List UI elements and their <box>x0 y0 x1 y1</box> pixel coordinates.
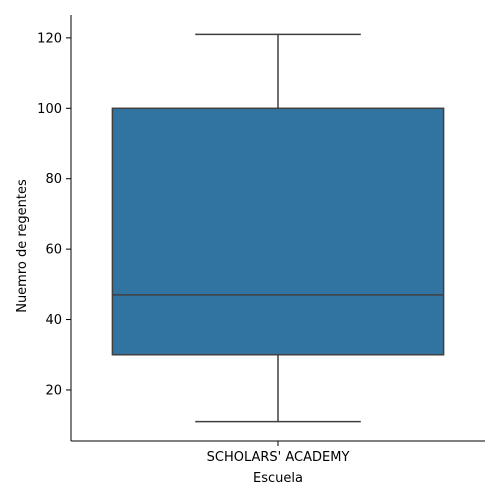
x-tick-label: SCHOLARS' ACADEMY <box>207 450 350 465</box>
iqr-box <box>111 107 445 356</box>
y-tick-label: 40 <box>45 313 62 328</box>
y-tick-label: 120 <box>37 31 62 46</box>
y-tick-label: 60 <box>45 243 62 258</box>
x-axis-label: Escuela <box>253 471 303 486</box>
y-tick-label: 80 <box>45 172 62 187</box>
y-axis: 20 40 60 80 100 120 <box>37 15 72 441</box>
y-tick-label: 20 <box>45 383 62 398</box>
plot-area <box>111 33 445 423</box>
y-axis-label: Nuemro de regentes <box>15 179 30 313</box>
y-tick-label: 100 <box>37 102 62 117</box>
x-axis: SCHOLARS' ACADEMY <box>71 440 485 465</box>
